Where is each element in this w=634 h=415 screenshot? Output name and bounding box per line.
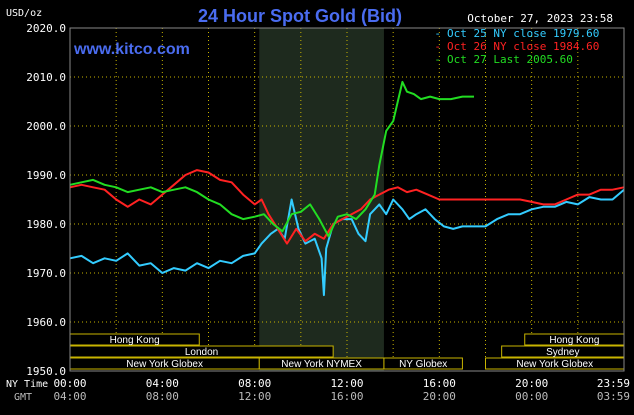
series-line <box>69 169 625 245</box>
y-tick-label: 1950.0 <box>26 365 66 378</box>
session-label: NY Globex <box>399 359 447 370</box>
x-tick-label-ny: 12:00 <box>330 377 363 390</box>
session-box <box>383 357 463 370</box>
y-tick-label: 2020.0 <box>26 22 66 35</box>
legend-bullet: - <box>434 53 441 66</box>
x-tick-label-gmt: 08:00 <box>146 390 179 403</box>
x-tick-label-ny: 08:00 <box>238 377 271 390</box>
x-tick-label-gmt: 00:00 <box>515 390 548 403</box>
x-tick-label-ny: 23:59 <box>597 377 630 390</box>
session-label: London <box>185 347 218 358</box>
legend-item-oct26: Oct 26 NY close 1984.60 <box>447 40 599 53</box>
x-tick-label-gmt: 04:00 <box>53 390 86 403</box>
y-unit-label: USD/oz <box>6 8 42 19</box>
x-tick-label-gmt: 16:00 <box>330 390 363 403</box>
series-line <box>69 80 474 238</box>
x-tick-label-gmt: 20:00 <box>423 390 456 403</box>
session-label: New York Globex <box>516 359 593 370</box>
y-tick-label: 2010.0 <box>26 71 66 84</box>
nymex-shade <box>259 28 384 371</box>
grid <box>70 27 624 372</box>
plot-border <box>69 27 625 372</box>
x-tick-label-ny: 16:00 <box>423 377 456 390</box>
x-tick-label-ny: 20:00 <box>515 377 548 390</box>
legend-bullet: - <box>434 40 441 53</box>
chart-date: October 27, 2023 23:58 <box>467 12 613 25</box>
session-label: Hong Kong <box>110 335 160 346</box>
gmt-label: GMT <box>14 392 32 403</box>
x-tick-label-ny: 00:00 <box>53 377 86 390</box>
chart-title: 24 Hour Spot Gold (Bid) <box>198 6 402 26</box>
axes: 2020.0 2010.0 2000.0 1990.0 1980.0 1970.0 1960… <box>26 22 630 403</box>
y-tick-label: 1970.0 <box>26 267 66 280</box>
y-tick-label: 1980.0 <box>26 218 66 231</box>
legend: Oct 25 NY close 1979.60 Oct 26 NY close … <box>434 27 599 66</box>
watermark: www.kitco.com <box>73 41 190 58</box>
x-tick-label-ny: 04:00 <box>146 377 179 390</box>
session-label: New York NYMEX <box>281 359 362 370</box>
legend-item-oct27: Oct 27 Last 2005.60 <box>447 53 573 66</box>
session-label: Sydney <box>546 347 579 358</box>
price-series <box>69 80 625 297</box>
legend-bullet: - <box>434 27 441 40</box>
x-tick-label-gmt: 12:00 <box>238 390 271 403</box>
legend-item-oct25: Oct 25 NY close 1979.60 <box>447 27 599 40</box>
y-tick-label: 1990.0 <box>26 169 66 182</box>
y-tick-label: 2000.0 <box>26 120 66 133</box>
session-label: Hong Kong <box>549 335 599 346</box>
y-tick-label: 1960.0 <box>26 316 66 329</box>
ny-time-label: NY Time <box>6 379 48 390</box>
session-label: New York Globex <box>126 359 203 370</box>
x-tick-label-gmt: 03:59 <box>597 390 630 403</box>
